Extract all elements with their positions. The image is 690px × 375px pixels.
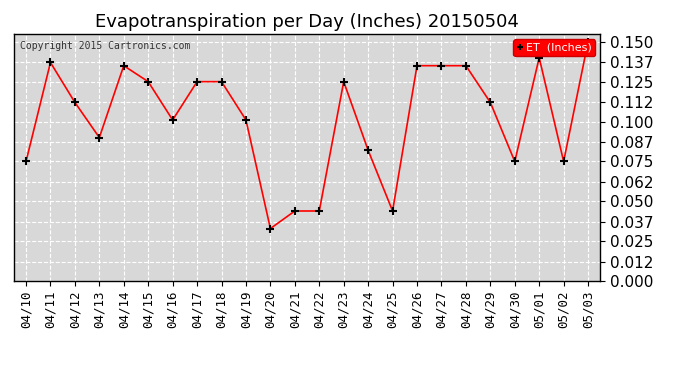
Text: Copyright 2015 Cartronics.com: Copyright 2015 Cartronics.com (19, 41, 190, 51)
Title: Evapotranspiration per Day (Inches) 20150504: Evapotranspiration per Day (Inches) 2015… (95, 13, 519, 31)
Legend: ET  (Inches): ET (Inches) (513, 39, 595, 56)
